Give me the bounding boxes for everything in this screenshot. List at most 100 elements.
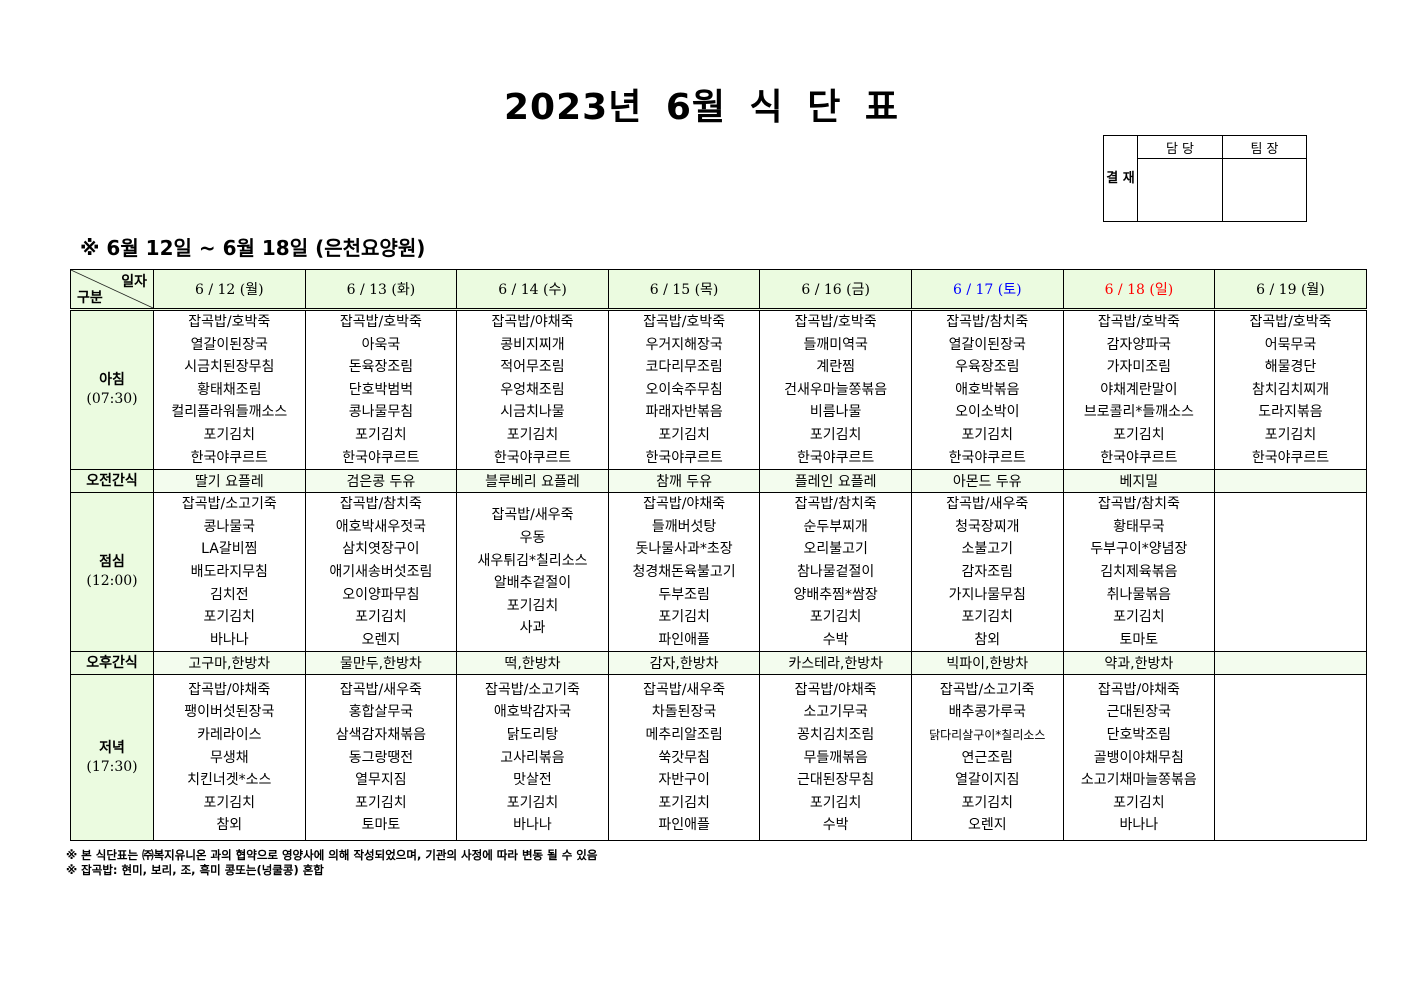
menu-item: 포기김치 [961,609,1014,626]
menu-item: 맛살전 [513,772,552,789]
menu-item: 잡곡밥/야채죽 [188,681,271,698]
menu-item: 잡곡밥/야채죽 [794,681,877,698]
menu-items: 잡곡밥/야채죽 팽이버섯된장국 카레라이스 무생채 치킨너겟*소스 포기김치 참외 [154,679,305,837]
menu-cell: 잡곡밥/소고기죽 콩나물국 LA갈비찜 배도라지무침 김치전 포기김치 바나나 [153,492,306,653]
menu-item: 단호박조림 [1106,726,1172,743]
menu-item: 바나나 [513,817,552,834]
meal-name: 저녁 [99,739,125,756]
menu-items: 잡곡밥/참치죽 애호박새우젓국 삼치엿장구이 애기새송버섯조림 오이양파무침 포기김치 오렌… [306,493,457,651]
menu-item: 잡곡밥/호박죽 [339,314,422,330]
menu-item: 소고기채마늘쫑볶음 [1080,772,1197,789]
meal-name: 오후간식 [86,654,138,671]
menu-item: 애호박새우젓국 [335,518,426,535]
footnotes: ※ 본 식단표는 ㈜복지유니온 과의 협약으로 영양사에 의해 작성되었으며, … [66,848,597,878]
menu-items: 잡곡밥/호박죽 아욱국 돈육장조림 단호박범벅 콩나물무침 포기김치 한국야쿠르트 [306,311,457,469]
menu-item: 닭다리살구이*칠리소스 [929,727,1046,742]
menu-item: 잡곡밥/새우죽 [491,507,574,524]
menu-item: 연근조림 [961,749,1014,766]
menu-item: 잡곡밥/호박죽 [188,314,271,330]
approval-box: 결 재 담 당 팀 장 [1103,135,1307,222]
snack-row: 오전간식 딸기 요플레 검은콩 두유 블루베리 요플레 참깨 두유 플레인 요플레 아몬드 … [70,469,1367,494]
menu-item: 열갈이된장국 [948,336,1026,353]
menu-item: 황태채조림 [197,381,262,398]
meal-time: (12:00) [86,573,138,590]
day-header: 6 / 13 (화) [304,269,458,311]
meal-label: 오전간식 [70,469,154,494]
menu-cell: 잡곡밥/새우죽 차돌된장국 메추리알조림 쑥갓무침 자반구이 포기김치 파인애플 [607,674,761,842]
menu-items: 잡곡밥/호박죽 감자양파국 가자미조림 야채계란말이 브로콜리*들깨소스 포기김치 한국야쿠… [1064,311,1215,469]
menu-cell: 잡곡밥/야채죽 소고기무국 꽁치김치조림 무들깨볶음 근대된장무침 포기김치 수박 [759,674,912,842]
menu-item: 포기김치 [809,609,862,626]
menu-item: 치킨너겟*소스 [187,772,272,789]
menu-item: 잡곡밥/새우죽 [946,496,1029,513]
menu-item: 포기김치 [658,609,710,626]
menu-item: 파인애플 [658,631,710,648]
menu-item: 계란찜 [816,359,855,376]
menu-item: 홍합살무국 [348,704,414,721]
menu-cell: 잡곡밥/야채죽 팽이버섯된장국 카레라이스 무생채 치킨너겟*소스 포기김치 참외 [153,674,306,842]
menu-item: 순두부찌개 [803,518,868,535]
menu-item: 새우튀김*칠리소스 [477,552,588,569]
menu-item: 가지나물무침 [948,586,1026,603]
meal-time: (07:30) [86,391,138,408]
menu-item: 고사리볶음 [500,749,565,766]
menu-item: 잡곡밥/야채죽 [643,496,726,513]
menu-item: 돈육장조림 [348,359,414,376]
menu-item: 청경채돈육불고기 [632,563,736,580]
menu-item: 잡곡밥/호박죽 [643,314,726,330]
menu-cell [1214,492,1367,653]
menu-item: 잡곡밥/참치죽 [1097,496,1180,513]
snack-cell [1214,651,1367,676]
menu-item: 김치제육볶음 [1100,563,1178,580]
menu-items: 잡곡밥/새우죽 차돌된장국 메추리알조림 쑥갓무침 자반구이 포기김치 파인애플 [609,679,760,837]
meal-label: 아침 (07:30) [70,308,154,471]
snack-row: 오후간식 고구마,한방차 물만두,한방차 떡,한방차 감자,한방차 카스테라,한방차 빅파이… [70,651,1367,676]
menu-item: 잡곡밥/소고기죽 [485,681,580,698]
menu-items: 잡곡밥/야채죽 콩비지찌개 적어무조림 우엉채조림 시금치나물 포기김치 한국야쿠르트 [457,311,608,469]
menu-item: 포기김치 [506,597,559,614]
menu-item: 잡곡밥/새우죽 [643,681,726,698]
day-header: 6 / 16 (금) [759,269,912,311]
approval-col-manager: 팀 장 [1222,135,1307,159]
snack-cell: 고구마,한방차 [153,651,306,676]
menu-item: LA갈비찜 [201,541,258,558]
approval-sign-staff[interactable] [1137,158,1223,222]
menu-item: 오렌지 [361,631,401,648]
menu-item: 애호박볶음 [955,381,1020,398]
menu-item: 포기김치 [809,426,862,443]
menu-item: 골뱅이야채무침 [1093,749,1184,766]
menu-item: 삼색감자채볶음 [335,726,426,743]
menu-items: 잡곡밥/야채죽 소고기무국 꽁치김치조림 무들깨볶음 근대된장무침 포기김치 수박 [760,679,911,837]
menu-item: 토마토 [361,817,401,834]
menu-item: 수박 [822,631,849,648]
page-title: 2023년 6월 식 단 표 [504,87,899,128]
menu-item: 잡곡밥/야채죽 [491,314,574,330]
meal-row: 점심 (12:00) 잡곡밥/소고기죽 콩나물국 LA갈비찜 배도라지무침 김치전 포기김치 바… [70,492,1367,653]
menu-item: 돗나물사과*초장 [635,541,733,558]
week-subtitle: ※ 6월 12일 ~ 6월 18일 (은천요양원) [80,236,426,260]
menu-item: 아욱국 [361,336,401,353]
menu-item: 무들깨볶음 [803,749,868,766]
corner-category-label: 구분 [77,290,103,306]
snack-cell: 딸기 요플레 [153,469,306,494]
day-header: 6 / 15 (목) [607,269,761,311]
menu-item: 차돌된장국 [651,704,717,721]
menu-item: 포기김치 [961,794,1014,811]
menu-cell: 잡곡밥/참치죽 순두부찌개 오리불고기 참나물겉절이 양배추찜*쌈장 포기김치 수박 [759,492,912,653]
corner-cell: 일자 구분 [70,269,154,311]
menu-item: 콩비지찌개 [500,336,565,353]
menu-item: 포기김치 [355,794,407,811]
menu-item: 해물경단 [1264,359,1317,376]
menu-item: 꽁치김치조림 [797,726,875,743]
menu-item: 한국야쿠르트 [342,449,420,466]
menu-item: 김치전 [209,586,249,603]
snack-cell: 카스테라,한방차 [759,651,912,676]
menu-cell: 잡곡밥/호박죽 어묵무국 해물경단 참치김치찌개 도라지볶음 포기김치 한국야쿠르트 [1214,308,1367,471]
menu-item: 잡곡밥/야채죽 [1097,681,1180,698]
menu-item: 소고기무국 [803,704,868,721]
meal-label: 저녁 (17:30) [70,674,154,842]
menu-cell: 잡곡밥/새우죽 홍합살무국 삼색감자채볶음 동그랑땡전 열무지짐 포기김치 토마토 [304,674,458,842]
menu-item: 감자양파국 [1106,336,1172,353]
approval-sign-manager[interactable] [1222,158,1307,222]
menu-item: 우육장조림 [955,359,1020,376]
